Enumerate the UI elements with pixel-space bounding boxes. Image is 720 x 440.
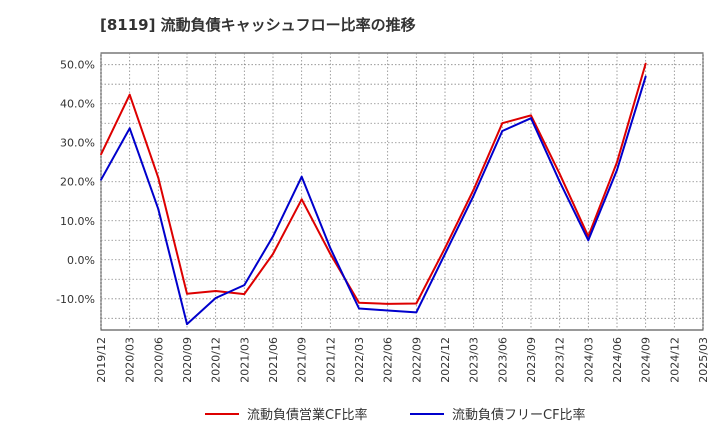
x-tick-label: 2021/12 — [324, 337, 337, 383]
series-point-1 — [243, 293, 246, 295]
series-point-2 — [501, 130, 504, 132]
x-tick-label: 2021/03 — [238, 337, 251, 383]
series-point-2 — [587, 239, 590, 242]
y-tick-label: 10.0% — [60, 215, 95, 228]
series-point-2 — [358, 307, 360, 310]
series-point-2 — [157, 208, 160, 211]
series-point-1 — [386, 303, 389, 305]
series-point-1 — [530, 114, 532, 117]
x-tick-label: 2022/03 — [353, 337, 366, 383]
x-tick-label: 2020/03 — [124, 337, 137, 383]
series-point-2 — [616, 169, 618, 171]
series-point-1 — [214, 290, 217, 292]
x-tick-label: 2022/12 — [439, 337, 452, 383]
y-tick-label: 20.0% — [60, 176, 95, 189]
series-point-2 — [186, 323, 188, 325]
x-tick-label: 2023/03 — [468, 337, 481, 383]
x-tick-label: 2020/12 — [210, 337, 223, 383]
x-tick-label: 2021/06 — [267, 337, 280, 383]
series-point-1 — [415, 302, 418, 305]
x-tick-label: 2023/12 — [554, 337, 567, 383]
series-line-2 — [100, 76, 647, 326]
legend-label-2: 流動負債フリーCF比率 — [452, 407, 586, 423]
series-point-2 — [300, 175, 303, 178]
series-point-1 — [616, 161, 618, 164]
y-tick-label: 30.0% — [60, 137, 95, 150]
series-point-2 — [272, 235, 274, 238]
plot-frame — [100, 52, 704, 331]
y-tick-label: 50.0% — [60, 59, 95, 72]
x-tick-label: 2020/06 — [152, 337, 165, 383]
series-point-1 — [501, 122, 504, 125]
series-point-1 — [128, 93, 131, 96]
x-tick-label: 2023/06 — [496, 337, 509, 383]
x-tick-label: 2020/09 — [181, 337, 194, 383]
series-point-1 — [329, 253, 332, 255]
x-tick-label: 2019/12 — [95, 337, 108, 383]
x-tick-label: 2022/09 — [410, 337, 423, 383]
series-point-1 — [186, 292, 188, 295]
series-point-2 — [128, 127, 131, 130]
x-tick-label: 2025/03 — [697, 337, 710, 383]
y-tick-label: 0.0% — [67, 254, 95, 267]
x-tick-label: 2021/09 — [296, 337, 309, 383]
y-tick-label: -10.0% — [56, 293, 95, 306]
x-tick-label: 2024/12 — [668, 337, 681, 383]
series-point-1 — [100, 153, 102, 156]
series-point-1 — [472, 188, 475, 191]
series-point-1 — [272, 253, 274, 255]
x-tick-label: 2024/03 — [582, 337, 595, 383]
series-point-2 — [243, 284, 246, 286]
series-point-2 — [444, 253, 446, 255]
legend-label-1: 流動負債営業CF比率 — [247, 407, 368, 423]
series-point-2 — [530, 117, 532, 120]
series-point-1 — [300, 198, 303, 201]
series-point-1 — [644, 62, 647, 65]
y-tick-label: 40.0% — [60, 98, 95, 111]
series-point-2 — [214, 297, 217, 299]
x-tick-label: 2024/06 — [611, 337, 624, 383]
series-point-1 — [157, 176, 160, 179]
series-point-2 — [386, 309, 389, 312]
series-point-2 — [558, 180, 561, 183]
chart-title: [8119] 流動負債キャッシュフロー比率の推移 — [100, 16, 416, 34]
x-tick-label: 2024/09 — [640, 337, 653, 383]
series-point-2 — [644, 75, 647, 78]
series-point-1 — [358, 301, 360, 304]
series-point-1 — [558, 173, 561, 175]
series-point-1 — [444, 247, 446, 250]
series-point-2 — [415, 311, 418, 314]
series-point-2 — [100, 178, 102, 181]
series-point-2 — [472, 194, 475, 197]
x-tick-label: 2022/06 — [382, 337, 395, 383]
series-point-2 — [329, 247, 332, 250]
series-line-1 — [100, 63, 647, 305]
x-tick-label: 2023/09 — [525, 337, 538, 383]
